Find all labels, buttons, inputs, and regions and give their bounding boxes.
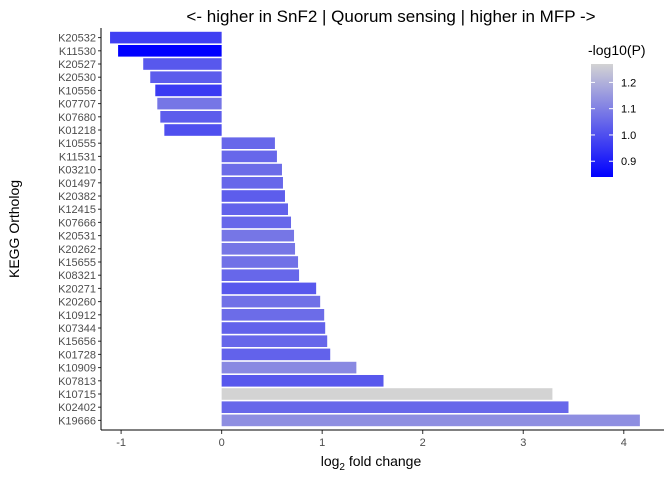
bar-k01728 (221, 348, 331, 361)
y-tick-label: K10909 (58, 363, 96, 375)
y-axis-ticks: K20532K11530K20527K20530K10556K07707K076… (58, 33, 101, 427)
bars-group (110, 31, 640, 427)
legend: -log10(P) 0.9 1.0 1.1 1.2 (588, 42, 646, 177)
y-tick-label: K20532 (58, 33, 96, 45)
y-tick-label: K15656 (58, 336, 96, 348)
y-tick-label: K01497 (58, 178, 96, 190)
bar-k10555 (221, 137, 275, 150)
y-tick-label: K10556 (58, 85, 96, 97)
y-tick-label: K20382 (58, 191, 96, 203)
y-tick-label: K10912 (58, 310, 96, 322)
y-tick-label: K10555 (58, 138, 96, 150)
bar-k12415 (221, 203, 288, 216)
x-tick-label: 3 (520, 437, 526, 449)
bar-k20271 (221, 282, 317, 295)
bar-k01497 (221, 176, 283, 189)
y-tick-label: K01728 (58, 349, 96, 361)
legend-tick-label: 0.9 (621, 156, 636, 168)
bar-k07680 (160, 110, 222, 123)
legend-tick-label: 1.2 (621, 77, 636, 89)
y-tick-label: K11531 (59, 151, 96, 163)
x-axis-title-main: log (321, 453, 340, 469)
x-tick-label: 0 (219, 437, 225, 449)
bar-k20262 (221, 242, 296, 255)
y-tick-label: K02402 (58, 402, 96, 414)
y-tick-label: K01218 (58, 125, 96, 137)
bar-k01218 (164, 124, 222, 136)
x-axis-ticks: -1 0 1 2 3 4 (116, 430, 627, 449)
y-tick-label: K07666 (58, 217, 96, 229)
bar-k08321 (221, 269, 300, 282)
bar-k07666 (221, 216, 292, 229)
legend-colorbar (591, 64, 613, 177)
bar-k07707 (157, 97, 222, 110)
y-tick-label: K20531 (58, 231, 96, 243)
y-tick-label: K12415 (58, 204, 96, 216)
y-tick-label: K20271 (58, 283, 96, 295)
bar-k07813 (221, 374, 384, 387)
x-axis-title: log2 fold change (321, 453, 422, 473)
y-tick-label: K11530 (59, 46, 96, 58)
chart-title: <- higher in SnF2 | Quorum sensing | hig… (186, 7, 595, 26)
bar-k10912 (221, 308, 325, 321)
legend-title: -log10(P) (588, 42, 646, 58)
y-tick-label: K07344 (58, 323, 96, 335)
bar-k20260 (221, 295, 321, 308)
y-tick-label: K20530 (58, 72, 96, 84)
y-tick-label: K10715 (58, 389, 96, 401)
bar-k10715 (221, 388, 553, 400)
y-axis-title: KEGG Ortholog (6, 180, 22, 278)
y-tick-label: K07707 (58, 99, 96, 111)
bar-k20382 (221, 190, 285, 202)
y-tick-label: K20527 (58, 59, 96, 71)
bar-k15656 (221, 335, 328, 348)
y-tick-label: K15655 (58, 257, 96, 269)
bar-k15655 (221, 256, 299, 268)
bar-k02402 (221, 401, 569, 414)
bar-k19666 (221, 414, 640, 427)
y-tick-label: K08321 (58, 270, 96, 282)
bar-k20530 (150, 71, 222, 84)
bar-k11530 (118, 44, 222, 57)
y-tick-label: K19666 (58, 415, 96, 427)
bar-k10556 (155, 84, 222, 97)
x-axis-title-sub: 2 (339, 462, 345, 473)
y-tick-label: K07680 (58, 112, 96, 124)
bar-k03210 (221, 163, 282, 176)
x-axis-title-rest: fold change (345, 453, 421, 469)
bar-k20531 (221, 229, 295, 242)
bar-k10909 (221, 361, 357, 374)
x-tick-label: -1 (116, 437, 126, 449)
y-tick-label: K07813 (58, 376, 96, 388)
bar-k20527 (143, 58, 222, 70)
x-tick-label: 2 (420, 437, 426, 449)
x-tick-label: 1 (319, 437, 325, 449)
legend-tick-label: 1.0 (621, 130, 636, 142)
x-tick-label: 4 (621, 437, 627, 449)
bar-k20532 (110, 31, 222, 44)
bar-k07344 (221, 322, 326, 334)
legend-tick-label: 1.1 (621, 104, 636, 116)
legend-ticks: 0.9 1.0 1.1 1.2 (591, 77, 636, 168)
bar-k11531 (221, 150, 277, 163)
y-tick-label: K03210 (58, 165, 96, 177)
y-tick-label: K20262 (58, 244, 96, 256)
y-tick-label: K20260 (58, 297, 96, 309)
